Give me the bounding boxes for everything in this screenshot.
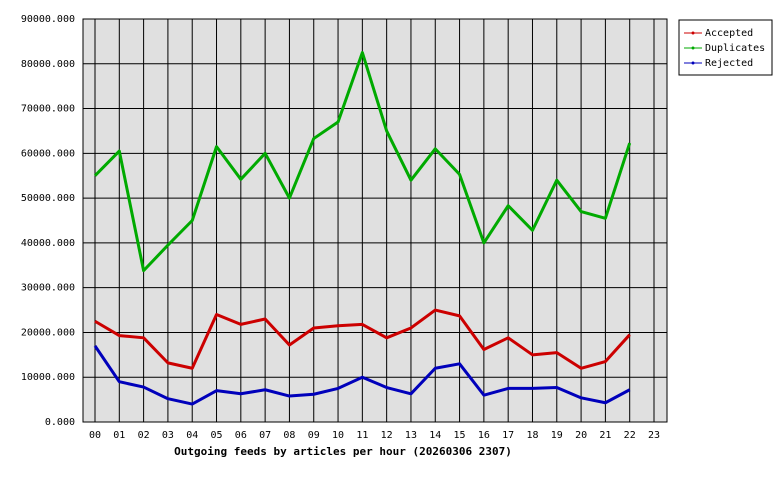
x-tick-label: 21	[599, 430, 611, 441]
plot-border	[82, 18, 668, 423]
y-tick-label: 90000.000	[21, 14, 75, 25]
legend-marker	[691, 31, 695, 35]
x-tick-label: 02	[138, 430, 150, 441]
chart-title: Outgoing feeds by articles per hour (202…	[174, 445, 512, 458]
series-line	[93, 51, 632, 273]
series-line	[94, 308, 631, 370]
legend-marker	[691, 46, 695, 50]
y-tick-label: 30000.000	[21, 283, 75, 294]
x-tick-label: 12	[381, 430, 393, 441]
x-tick-label: 15	[454, 430, 466, 441]
x-tick-label: 00	[89, 430, 101, 441]
x-tick-label: 19	[551, 430, 563, 441]
y-tick-label: 70000.000	[21, 104, 75, 115]
x-tick-label: 14	[429, 430, 441, 441]
x-tick-label: 11	[356, 430, 368, 441]
y-tick-label: 0.000	[45, 417, 75, 428]
x-tick-label: 06	[235, 430, 247, 441]
x-tick-label: 22	[624, 430, 636, 441]
plot-area	[83, 19, 667, 422]
x-tick-label: 10	[332, 430, 344, 441]
x-tick-label: 18	[526, 430, 538, 441]
legend-marker	[691, 61, 695, 65]
series-line	[93, 345, 631, 406]
x-tick-label: 09	[308, 430, 320, 441]
y-tick-label: 10000.000	[21, 372, 75, 383]
x-tick-label: 13	[405, 430, 417, 441]
y-tick-label: 40000.000	[21, 238, 75, 249]
x-tick-label: 20	[575, 430, 587, 441]
y-tick-label: 50000.000	[21, 193, 75, 204]
y-tick-label: 20000.000	[21, 327, 75, 338]
x-tick-label: 07	[259, 430, 271, 441]
x-tick-label: 04	[186, 430, 198, 441]
x-tick-label: 08	[283, 430, 295, 441]
x-tick-label: 23	[648, 430, 660, 441]
x-tick-label: 05	[210, 430, 222, 441]
legend-label: Accepted	[705, 28, 753, 39]
x-tick-label: 16	[478, 430, 490, 441]
y-tick-label: 60000.000	[21, 148, 75, 159]
legend-label: Rejected	[705, 58, 753, 69]
legend-label: Duplicates	[705, 43, 765, 54]
x-tick-label: 03	[162, 430, 174, 441]
x-tick-label: 01	[113, 430, 125, 441]
x-tick-label: 17	[502, 430, 514, 441]
y-tick-label: 80000.000	[21, 59, 75, 70]
